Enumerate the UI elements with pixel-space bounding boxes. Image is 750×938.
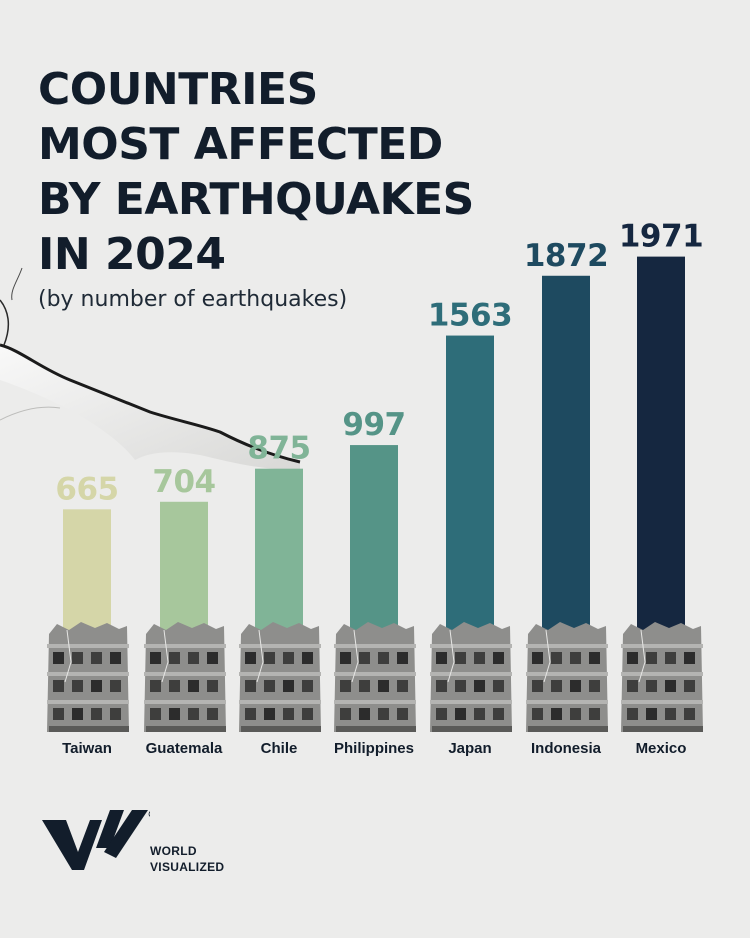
title-line-4: IN 2024 <box>38 229 226 280</box>
bar-chart: 665 Taiwan 704 Guatemala 875 Chile 997 Philippi… <box>47 219 704 757</box>
chart-subtitle: (by number of earthquakes) <box>38 287 348 312</box>
ruined-building-icon <box>430 622 512 732</box>
category-label-chile: Chile <box>261 740 298 757</box>
bar-mexico <box>637 256 685 638</box>
data-label-guatemala: 704 <box>152 464 215 500</box>
chart-title: COUNTRIES MOST AFFECTED BY EARTHQUAKES I… <box>38 62 474 282</box>
bar-japan <box>446 335 494 638</box>
title-line-2: MOST AFFECTED <box>38 119 443 170</box>
title-line-3: BY EARTHQUAKES <box>38 174 474 225</box>
ruined-building-icon <box>239 622 321 732</box>
category-label-indonesia: Indonesia <box>531 740 602 757</box>
brand-name: WORLD VISUALIZED <box>150 843 224 875</box>
ruined-building-icon <box>621 622 703 732</box>
data-label-japan: 1563 <box>428 298 512 334</box>
data-label-indonesia: 1872 <box>524 238 608 274</box>
bar-guatemala <box>160 501 208 638</box>
category-label-mexico: Mexico <box>636 740 687 757</box>
brand-line-2: VISUALIZED <box>150 860 225 874</box>
category-label-japan: Japan <box>448 740 491 757</box>
title-line-1: COUNTRIES <box>38 64 318 115</box>
ruined-building-icon <box>144 622 226 732</box>
brand-line-1: WORLD <box>150 844 197 858</box>
category-label-guatemala: Guatemala <box>146 740 223 757</box>
category-label-taiwan: Taiwan <box>62 740 112 757</box>
bar-philippines <box>350 445 398 638</box>
data-label-philippines: 997 <box>342 407 405 443</box>
bar-chile <box>255 468 303 638</box>
category-label-philippines: Philippines <box>334 740 414 757</box>
bar-indonesia <box>542 275 590 638</box>
data-label-mexico: 1971 <box>619 219 703 255</box>
ruined-building-icon <box>526 622 608 732</box>
bar-taiwan <box>63 509 111 638</box>
ruined-building-icon <box>47 622 129 732</box>
wv-logo-icon <box>42 810 150 870</box>
ruined-building-icon <box>334 622 416 732</box>
data-label-chile: 875 <box>247 431 310 467</box>
data-label-taiwan: 665 <box>55 471 118 507</box>
